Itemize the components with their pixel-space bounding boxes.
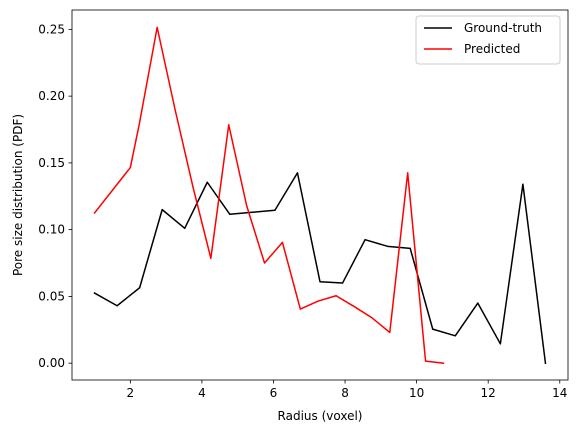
data-point-predicted [424, 360, 427, 362]
plot-area [72, 10, 568, 380]
data-point-predicted [389, 331, 391, 334]
data-point-predicted [129, 166, 131, 169]
data-point-predicted [263, 262, 266, 264]
y-axis-ticks: 0.00 0.05 0.10 0.15 0.20 0.25 [38, 22, 72, 370]
data-point-predicted [335, 295, 337, 297]
data-point-ground-truth [454, 335, 456, 337]
data-point-ground-truth [409, 247, 411, 249]
x-tick-label: 4 [198, 386, 206, 400]
x-tick-label: 8 [341, 386, 349, 400]
y-tick-label: 0.00 [38, 356, 65, 370]
data-point-ground-truth [341, 282, 344, 284]
y-tick-label: 0.25 [38, 22, 65, 36]
x-tick-label: 14 [552, 386, 567, 400]
x-axis-ticks: 2 4 6 8 10 12 14 [127, 380, 567, 400]
data-point-ground-truth [206, 181, 208, 183]
data-point-ground-truth [432, 328, 434, 330]
data-point-predicted [281, 241, 284, 243]
legend: Ground-truth Predicted [415, 15, 561, 65]
data-point-predicted [407, 172, 409, 174]
data-point-predicted [111, 189, 114, 191]
y-tick-label: 0.05 [38, 289, 65, 303]
data-point-predicted [93, 212, 96, 214]
plot-frame [71, 9, 569, 381]
data-point-predicted [156, 26, 158, 28]
data-point-predicted [442, 362, 445, 364]
data-point-ground-truth [139, 287, 141, 289]
data-point-predicted [246, 205, 248, 207]
x-tick-label: 10 [409, 386, 424, 400]
data-point-predicted [210, 257, 212, 259]
data-point-predicted [317, 300, 319, 302]
x-axis-label: Radius (voxel) [278, 409, 363, 423]
data-point-ground-truth [184, 227, 186, 229]
data-point-predicted [228, 124, 230, 126]
data-point-ground-truth [387, 245, 389, 247]
legend-label-ground-truth: Ground-truth [464, 21, 542, 35]
x-tick-label: 6 [270, 386, 278, 400]
data-point-predicted [138, 123, 140, 125]
x-tick-label: 2 [127, 386, 135, 400]
data-point-predicted [174, 108, 176, 111]
y-tick-label: 0.15 [38, 156, 65, 170]
data-point-predicted [371, 317, 373, 319]
data-point-predicted [299, 308, 301, 310]
data-point-ground-truth [229, 213, 231, 215]
data-point-ground-truth [296, 172, 299, 174]
data-point-ground-truth [522, 183, 524, 185]
data-point-ground-truth [251, 211, 253, 213]
data-point-ground-truth [274, 209, 276, 211]
y-axis-label: Pore size distribution (PDF) [11, 114, 25, 276]
data-point-ground-truth [93, 292, 96, 294]
data-point-ground-truth [116, 305, 118, 307]
data-point-predicted [353, 305, 355, 308]
data-point-ground-truth [499, 343, 501, 345]
y-tick-label: 0.10 [38, 223, 65, 237]
x-tick-label: 12 [481, 386, 496, 400]
data-point-ground-truth [364, 239, 366, 241]
data-point-ground-truth [161, 209, 163, 211]
data-point-ground-truth [544, 362, 547, 364]
series-layer [93, 26, 547, 365]
data-point-ground-truth [477, 302, 479, 304]
data-point-predicted [192, 186, 194, 188]
y-tick-label: 0.20 [38, 89, 65, 103]
legend-label-predicted: Predicted [464, 42, 520, 56]
data-point-ground-truth [319, 281, 321, 283]
